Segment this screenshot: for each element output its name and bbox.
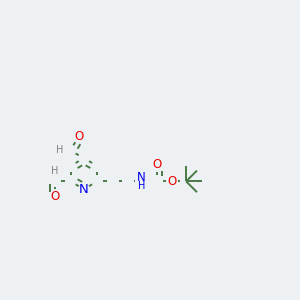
Text: N: N — [137, 171, 146, 184]
Text: H: H — [138, 181, 145, 190]
Text: N: N — [79, 183, 89, 196]
Text: H: H — [56, 146, 63, 155]
Text: O: O — [75, 130, 84, 143]
Text: H: H — [51, 166, 59, 176]
Text: O: O — [152, 158, 161, 171]
Text: O: O — [50, 190, 60, 202]
Text: O: O — [168, 175, 177, 188]
